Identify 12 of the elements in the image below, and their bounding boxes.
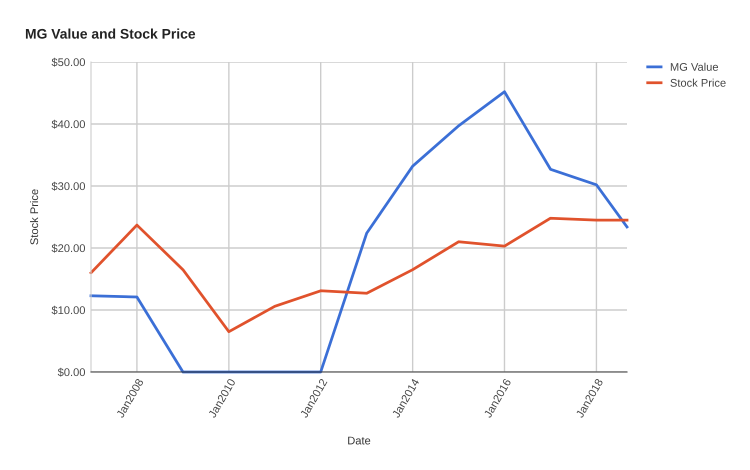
y-axis-title: Stock Price	[30, 189, 38, 245]
legend-label: MG Value	[670, 62, 718, 71]
y-tick-label: $20.00	[52, 244, 86, 253]
y-tick-label: $40.00	[52, 120, 86, 129]
chart-title: MG Value and Stock Price	[26, 28, 196, 39]
line-series	[90, 216, 628, 334]
y-tick-label: $0.00	[58, 368, 86, 377]
y-tick-label: $30.00	[52, 182, 86, 191]
y-tick-label: $10.00	[52, 306, 86, 315]
x-axis-title: Date	[348, 436, 370, 444]
y-tick-label: $50.00	[52, 58, 86, 67]
legend-label: Stock Price	[670, 78, 726, 87]
